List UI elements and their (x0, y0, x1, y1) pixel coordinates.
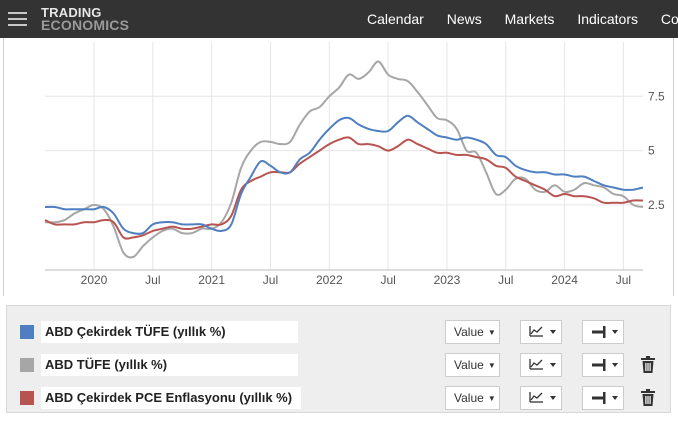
axis-right-icon (592, 392, 618, 404)
axis-position-dropdown[interactable] (582, 320, 624, 344)
line-chart-icon (529, 392, 556, 403)
y-tick-labels: 2.5 5 7.5 (648, 89, 665, 212)
vertical-gridlines (93, 42, 624, 270)
line-chart-icon (529, 359, 556, 370)
value-dropdown[interactable]: Value ▼ (445, 353, 500, 377)
series-lines (44, 60, 644, 259)
x-tick-label: Jul (380, 273, 395, 287)
series-label[interactable]: ABD Çekirdek TÜFE (yıllık %) (41, 321, 298, 343)
series-line-2[interactable] (44, 136, 644, 240)
trash-icon[interactable] (641, 389, 655, 406)
top-navigation-bar: TRADING ECONOMICS Calendar News Markets … (0, 0, 678, 38)
line-chart: 2.5 5 7.5 2020 Jul 2021 Jul 2022 Jul 2023 Jul 2024… (44, 42, 665, 287)
horizontal-gridlines (45, 95, 643, 206)
series-label[interactable]: ABD TÜFE (yıllık %) (41, 354, 298, 376)
axis-position-dropdown[interactable] (582, 353, 624, 377)
legend-row: ABD Çekirdek PCE Enflasyonu (yıllık %) V… (7, 386, 670, 412)
chart-type-dropdown[interactable] (520, 320, 562, 344)
trading-economics-logo[interactable]: TRADING ECONOMICS (41, 5, 130, 33)
chart-type-dropdown[interactable] (520, 353, 562, 377)
axis-position-dropdown[interactable] (582, 386, 624, 410)
y-tick-label: 5 (648, 144, 655, 158)
series-color-swatch (20, 391, 34, 405)
x-tick-label: Jul (616, 273, 631, 287)
value-dropdown[interactable]: Value ▼ (445, 386, 500, 410)
value-dropdown-label: Value (454, 358, 484, 372)
chart-type-dropdown[interactable] (520, 386, 562, 410)
value-dropdown-label: Value (454, 391, 484, 405)
y-tick-label: 7.5 (648, 89, 665, 103)
logo-line-2: ECONOMICS (41, 17, 130, 33)
x-tick-label: 2023 (434, 273, 461, 287)
x-tick-label: 2020 (81, 273, 108, 287)
value-dropdown-label: Value (454, 325, 484, 339)
y-tick-label: 2.5 (648, 198, 665, 212)
axis-right-icon (592, 326, 618, 338)
x-tick-label: 2021 (198, 273, 225, 287)
caret-down-icon: ▼ (487, 360, 496, 370)
x-tick-label: Jul (263, 273, 278, 287)
nav-indicators[interactable]: Indicators (577, 11, 639, 27)
series-label[interactable]: ABD Çekirdek PCE Enflasyonu (yıllık %) (41, 387, 301, 409)
caret-down-icon: ▼ (487, 327, 496, 337)
main-nav: Calendar News Markets Indicators Countri… (367, 11, 678, 27)
series-line-0[interactable] (44, 114, 644, 235)
legend-row: ABD TÜFE (yıllık %) Value ▼ (7, 353, 670, 379)
series-color-swatch (20, 358, 34, 372)
x-tick-labels: 2020 Jul 2021 Jul 2022 Jul 2023 Jul 2024 Jul (81, 273, 631, 287)
nav-calendar[interactable]: Calendar (367, 11, 424, 27)
x-tick-label: Jul (498, 273, 513, 287)
x-tick-label: 2024 (551, 273, 578, 287)
series-color-swatch (20, 325, 34, 339)
line-chart-icon (529, 326, 556, 337)
trash-icon[interactable] (641, 356, 655, 373)
logo-line-1: TRADING (41, 5, 102, 20)
series-legend-panel: ABD Çekirdek TÜFE (yıllık %) Value ▼ ABD … (6, 305, 671, 413)
caret-down-icon: ▼ (487, 393, 496, 403)
x-tick-label: 2022 (316, 273, 343, 287)
axis-right-icon (592, 359, 618, 371)
legend-row: ABD Çekirdek TÜFE (yıllık %) Value ▼ (7, 320, 670, 346)
series-line-1[interactable] (44, 60, 644, 259)
hamburger-menu-icon[interactable] (8, 12, 27, 26)
nav-markets[interactable]: Markets (504, 11, 555, 27)
nav-countries[interactable]: Countries (660, 11, 678, 27)
value-dropdown[interactable]: Value ▼ (445, 320, 500, 344)
x-tick-label: Jul (145, 273, 160, 287)
chart-area: 2.5 5 7.5 2020 Jul 2021 Jul 2022 Jul 2023 Jul 2024… (0, 38, 678, 298)
nav-news[interactable]: News (446, 11, 482, 27)
